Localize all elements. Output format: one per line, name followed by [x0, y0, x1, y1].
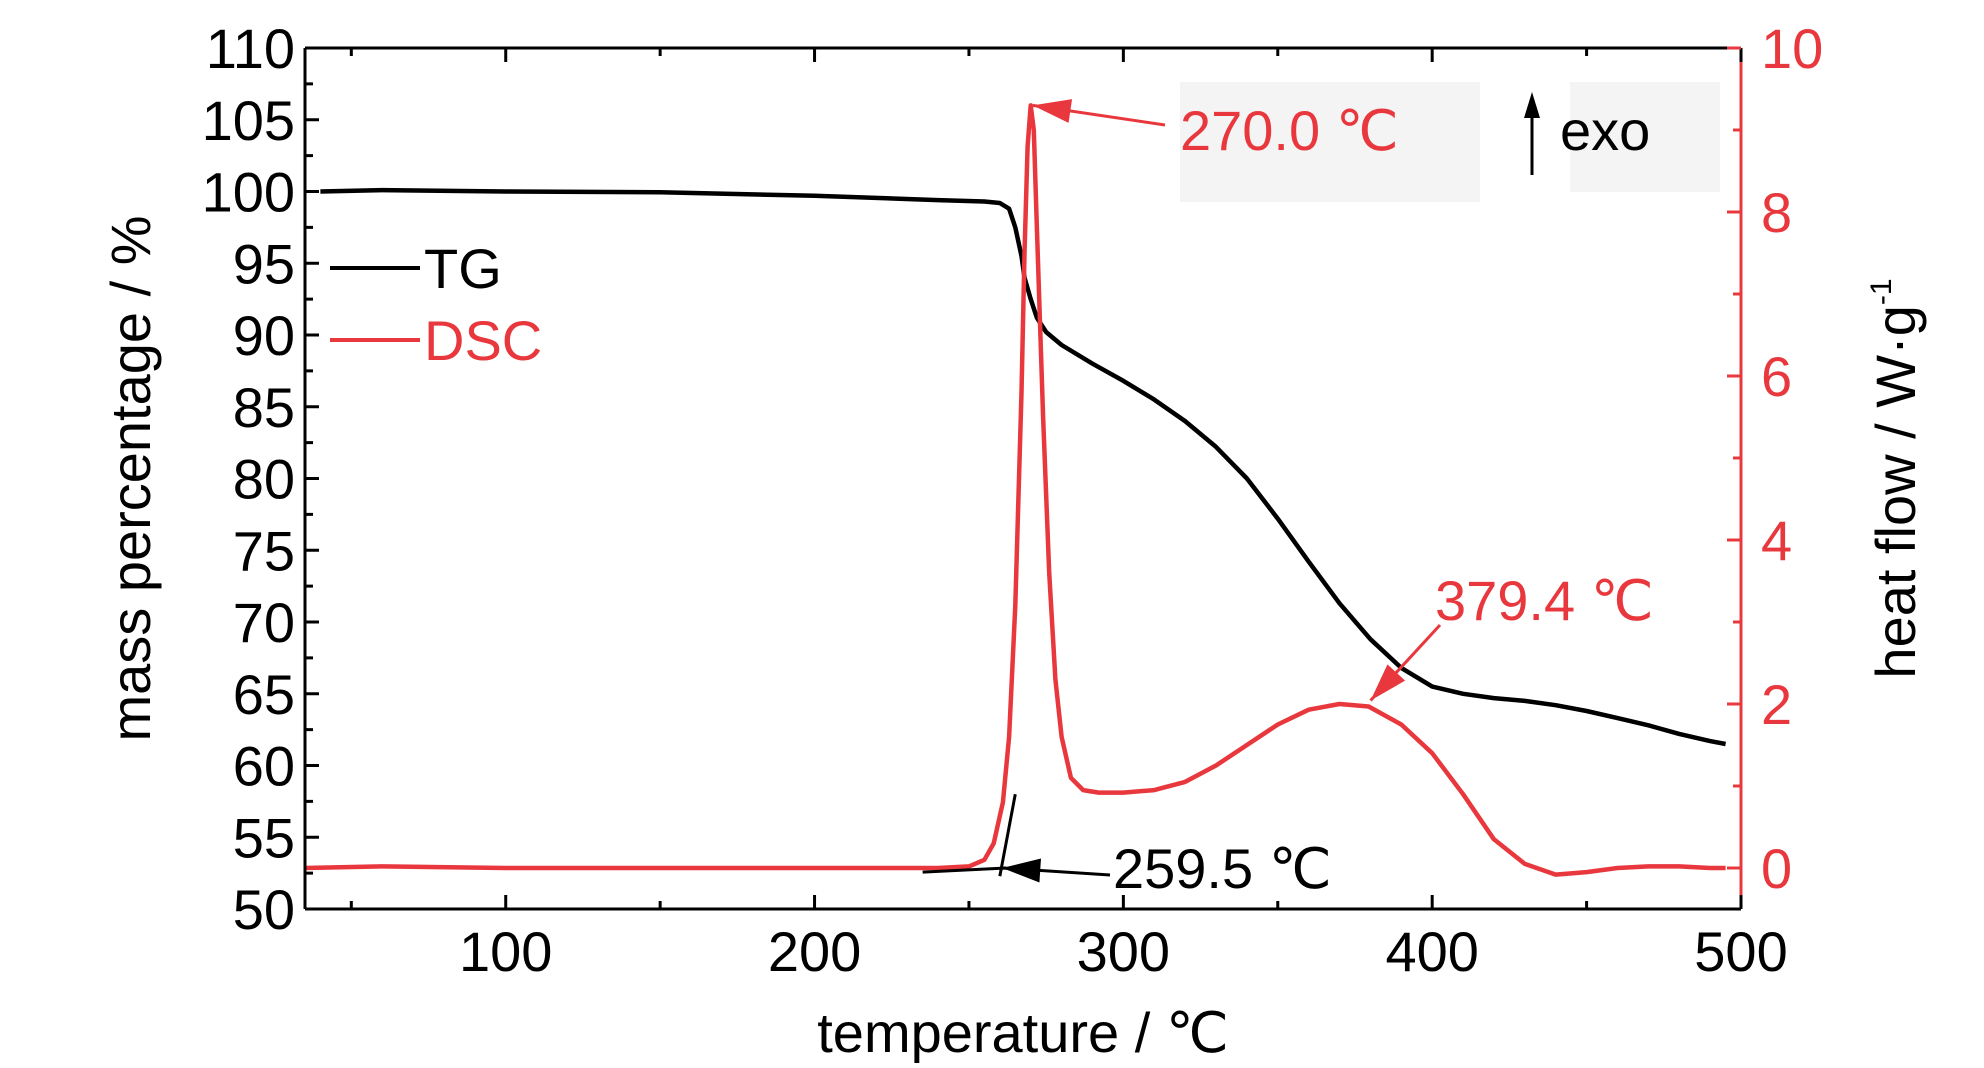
series-line-dsc: [304, 103, 1726, 877]
y2-tick-label-6: 6: [1761, 345, 1792, 408]
y2-tick-label-2: 2: [1761, 673, 1792, 736]
y-tick-label-105: 105: [202, 89, 295, 152]
y2-tick-label-0: 0: [1761, 837, 1792, 900]
annotation-box-exo: [1570, 82, 1720, 192]
x-tick-label-200: 200: [768, 920, 861, 983]
y-tick-label-110: 110: [206, 17, 295, 80]
y-tick-label-85: 85: [233, 376, 295, 439]
y2-tick-label-4: 4: [1761, 509, 1792, 572]
onset-tangent-baseline: [922, 866, 1007, 874]
y-tick-label-50: 50: [233, 878, 295, 941]
y-tick-label-75: 75: [233, 519, 295, 582]
exo-arrow-head-icon: [1524, 92, 1540, 118]
y2-axis-title-main: heat flow / W·g: [1864, 305, 1927, 678]
series-layer: [304, 103, 1727, 877]
annotations-layer: 270.0 ℃ 259.5 ℃ 379.4 ℃: [1002, 99, 1654, 900]
axes-layer: 100 200 300 400 5005055606570758085909510010…: [202, 17, 1824, 983]
y-tick-label-55: 55: [233, 806, 295, 869]
annotation-label-peak-379: 379.4 ℃: [1435, 569, 1654, 632]
exo-indicator: exo: [1524, 92, 1650, 175]
series-line-tg: [320, 187, 1727, 747]
x-tick-label-300: 300: [1077, 920, 1170, 983]
legend-label-dsc: DSC: [424, 309, 542, 372]
annotation-boxes: [1180, 82, 1720, 202]
y-tick-label-90: 90: [233, 304, 295, 367]
legend-label-tg: TG: [424, 237, 502, 300]
annotation-arrow-peak-270-head-icon: [1032, 99, 1073, 123]
x-tick-label-500: 500: [1694, 920, 1787, 983]
y2-tick-label-8: 8: [1761, 181, 1792, 244]
y-tick-label-60: 60: [233, 735, 295, 798]
y2-axis-title: heat flow / W·g-1: [1864, 278, 1927, 678]
y2-tick-label-10: 10: [1761, 17, 1823, 80]
exo-label: exo: [1560, 99, 1650, 162]
x-tick-label-100: 100: [459, 920, 552, 983]
y-tick-label-80: 80: [233, 448, 295, 511]
onset-tangent-rise: [998, 793, 1017, 877]
y-tick-label-95: 95: [233, 232, 295, 295]
x-axis-title: temperature / ℃: [817, 1001, 1229, 1063]
x-tick-label-400: 400: [1385, 920, 1478, 983]
annotation-label-peak-270: 270.0 ℃: [1180, 99, 1399, 162]
y2-axis-title-superscript: -1: [1865, 278, 1898, 305]
annotation-arrow-onset-259-head-icon: [1002, 858, 1041, 883]
legend: TG DSC: [330, 237, 542, 372]
y-tick-label-65: 65: [233, 663, 295, 726]
annotation-label-onset-259: 259.5 ℃: [1113, 837, 1332, 900]
y-tick-label-100: 100: [202, 161, 295, 224]
annotation-arrow-peak-379-head-icon: [1370, 664, 1406, 701]
annotation-box-peak-270: [1180, 82, 1480, 202]
y-tick-label-70: 70: [233, 591, 295, 654]
y-axis-title: mass percentage / %: [99, 215, 162, 741]
